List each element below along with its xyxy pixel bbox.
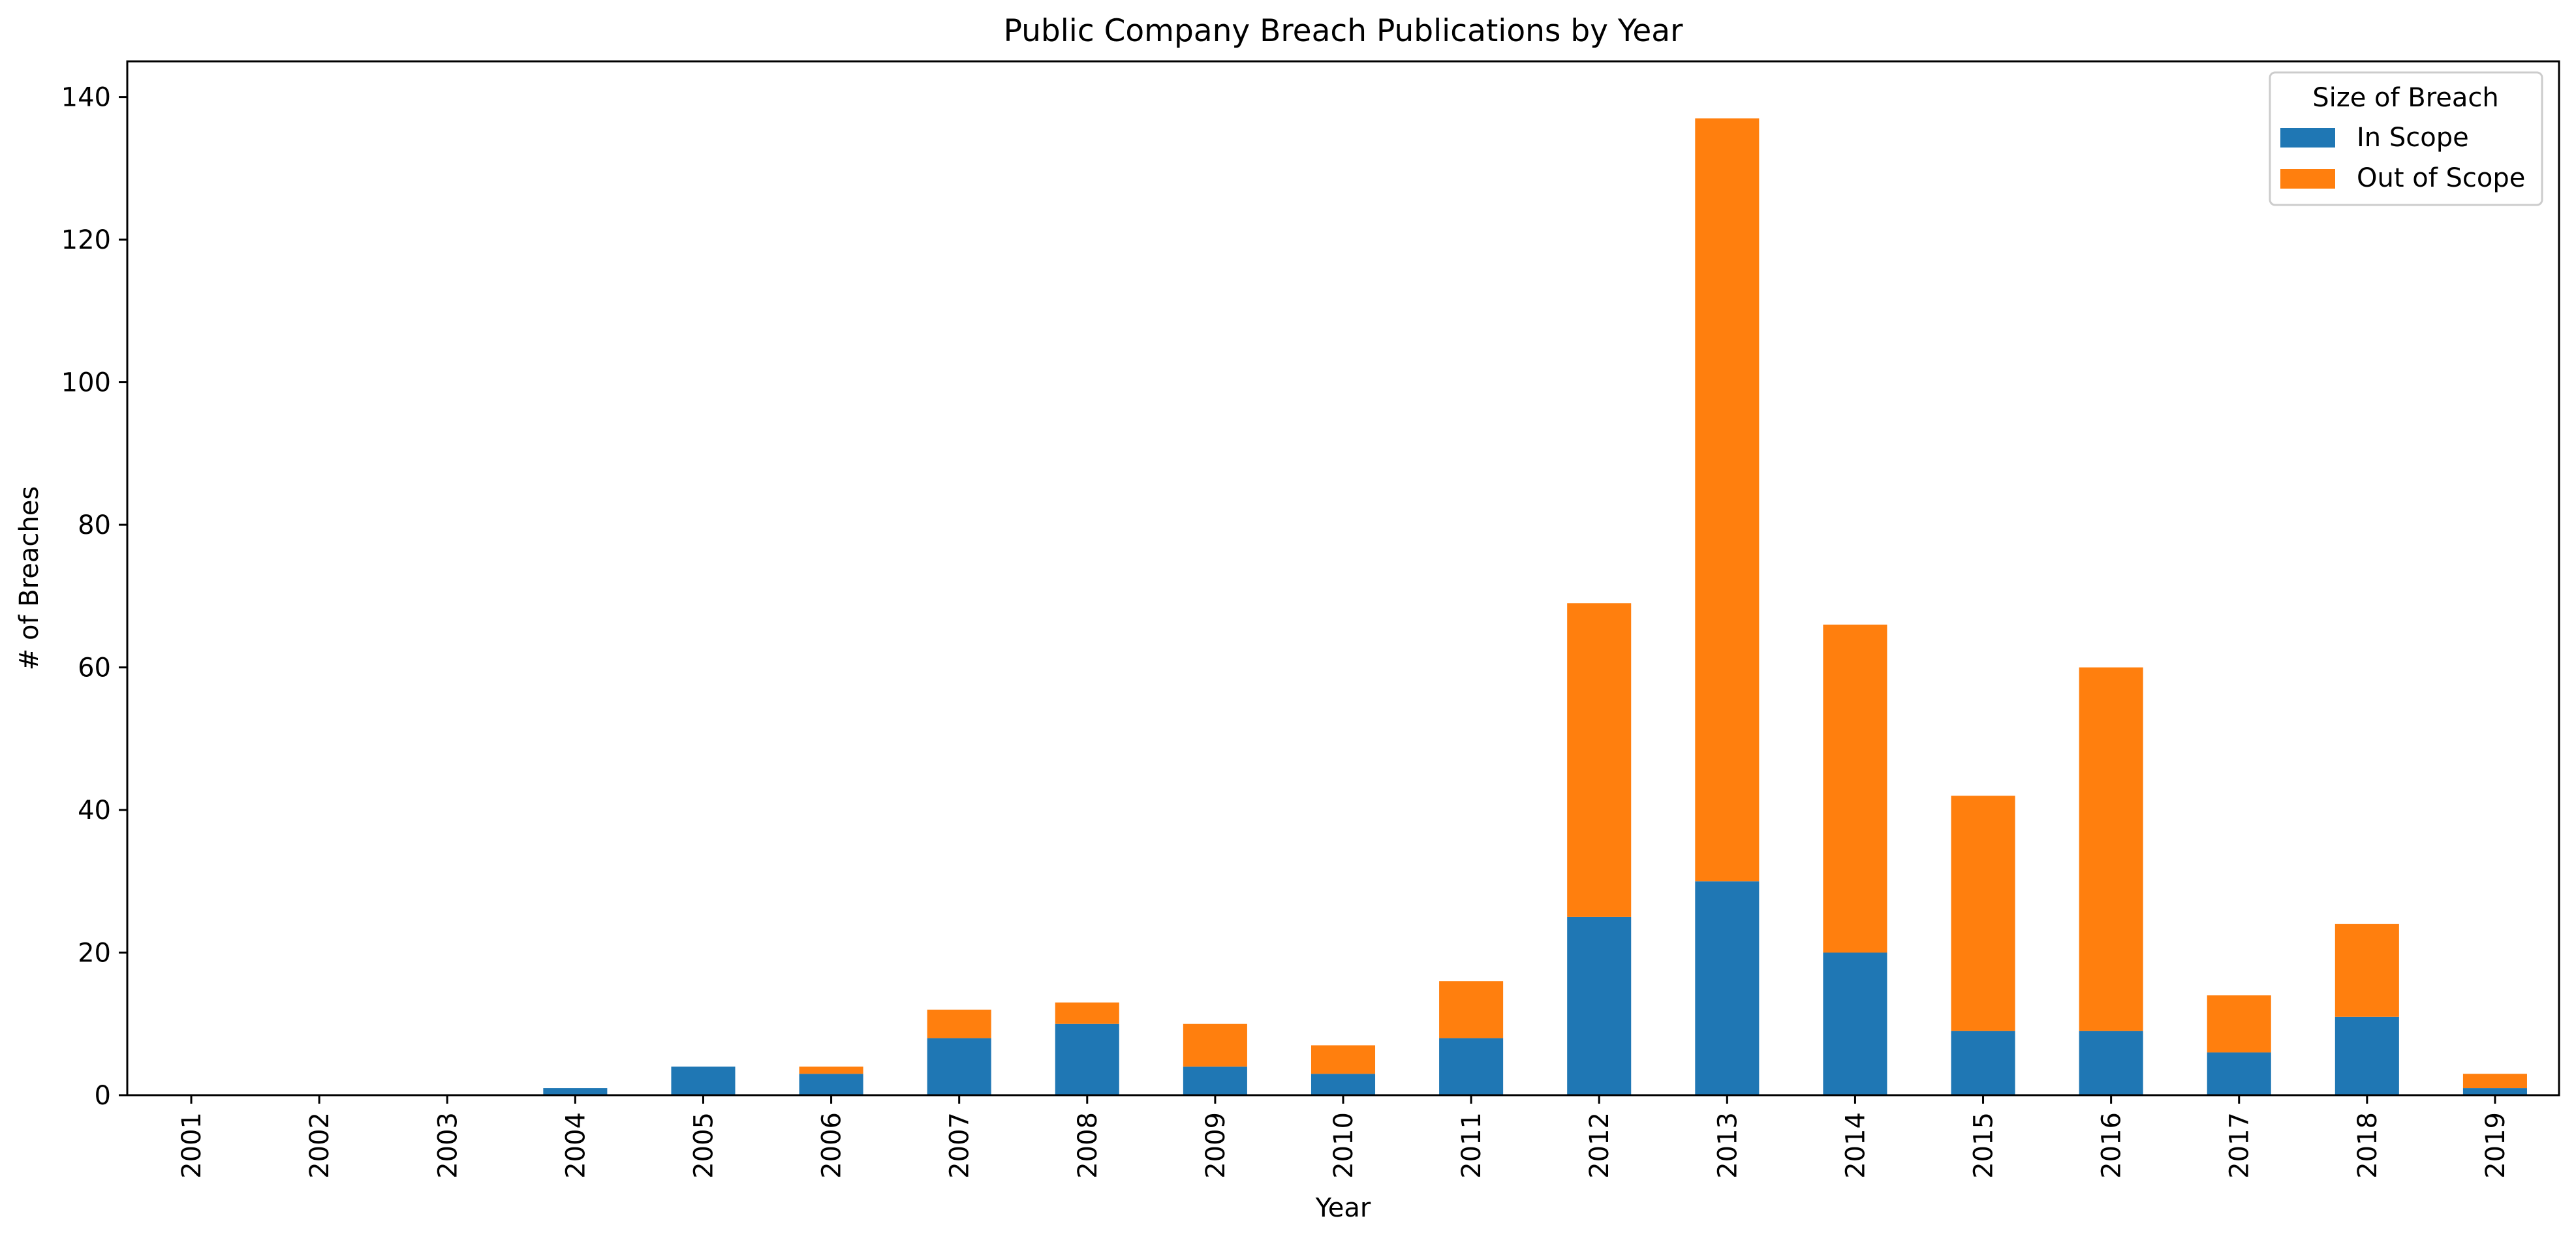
bar-in-scope-2013 <box>1695 881 1760 1095</box>
x-axis: 2001 2002 2003 2004 2005 2006 2007 2008 2009 2010… <box>177 1095 2511 1179</box>
bars <box>543 118 2527 1095</box>
bar-out-of-scope-2016 <box>2079 667 2143 1031</box>
legend-label-out-of-scope: Out of Scope <box>2357 163 2525 193</box>
y-tick-label: 40 <box>78 796 111 826</box>
x-tick-label: 2007 <box>945 1112 975 1179</box>
bar-out-of-scope-2018 <box>2335 924 2399 1017</box>
bar-in-scope-2005 <box>671 1066 736 1095</box>
x-tick-label: 2002 <box>305 1112 335 1179</box>
bar-in-scope-2017 <box>2207 1052 2271 1095</box>
bar-out-of-scope-2017 <box>2207 995 2271 1053</box>
legend-swatch-out-of-scope <box>2280 169 2335 189</box>
x-tick-label: 2003 <box>433 1112 463 1179</box>
x-tick-label: 2014 <box>1840 1112 1870 1179</box>
bar-out-of-scope-2013 <box>1695 118 1760 882</box>
x-tick-label: 2015 <box>1969 1112 1999 1179</box>
y-tick-label: 140 <box>61 83 111 113</box>
bar-out-of-scope-2011 <box>1439 981 1504 1038</box>
x-tick-label: 2016 <box>2097 1112 2127 1179</box>
bar-out-of-scope-2008 <box>1055 1002 1119 1024</box>
y-axis: 0 20 40 60 80 100 120 140 <box>61 83 127 1111</box>
chart-title: Public Company Breach Publications by Ye… <box>1004 13 1684 49</box>
legend: Size of Breach In Scope Out of Scope <box>2269 71 2543 206</box>
x-tick-label: 2006 <box>817 1112 847 1179</box>
x-tick-label: 2010 <box>1329 1112 1359 1179</box>
y-tick-label: 20 <box>78 939 111 969</box>
bar-in-scope-2015 <box>1951 1031 2015 1095</box>
x-tick-label: 2017 <box>2225 1112 2255 1179</box>
x-tick-label: 2001 <box>177 1112 207 1179</box>
x-axis-label: Year <box>1315 1193 1371 1223</box>
bar-out-of-scope-2014 <box>1823 625 1887 953</box>
y-tick-label: 0 <box>95 1081 111 1111</box>
bar-in-scope-2012 <box>1567 916 1632 1095</box>
bar-in-scope-2004 <box>543 1088 608 1095</box>
y-tick-label: 100 <box>61 368 111 398</box>
y-tick-label: 120 <box>61 225 111 255</box>
bar-in-scope-2018 <box>2335 1016 2399 1095</box>
plot-area-frame <box>126 60 2560 1096</box>
bar-out-of-scope-2006 <box>799 1066 863 1074</box>
x-tick-label: 2018 <box>2353 1112 2383 1179</box>
legend-swatch-in-scope <box>2280 128 2335 148</box>
bar-in-scope-2016 <box>2079 1031 2143 1095</box>
bar-in-scope-2019 <box>2462 1088 2527 1095</box>
bar-in-scope-2008 <box>1055 1023 1119 1095</box>
bar-out-of-scope-2010 <box>1311 1045 1376 1074</box>
x-tick-label: 2019 <box>2481 1112 2511 1179</box>
x-tick-label: 2008 <box>1073 1112 1103 1179</box>
y-tick-label: 80 <box>78 510 111 540</box>
bar-in-scope-2014 <box>1823 952 1887 1095</box>
bar-out-of-scope-2009 <box>1183 1023 1247 1067</box>
bar-in-scope-2009 <box>1183 1066 1247 1095</box>
legend-frame <box>2269 71 2543 206</box>
bar-out-of-scope-2012 <box>1567 603 1632 917</box>
x-tick-label: 2013 <box>1713 1112 1743 1179</box>
y-axis-label: # of Breaches <box>14 486 44 670</box>
bar-in-scope-2007 <box>927 1038 991 1095</box>
x-tick-label: 2005 <box>689 1112 719 1179</box>
bar-in-scope-2006 <box>799 1074 863 1095</box>
x-tick-label: 2012 <box>1585 1112 1615 1179</box>
x-tick-label: 2004 <box>561 1112 591 1179</box>
bar-out-of-scope-2007 <box>927 1009 991 1038</box>
bar-in-scope-2010 <box>1311 1074 1376 1095</box>
bar-out-of-scope-2019 <box>2462 1074 2527 1089</box>
x-tick-label: 2009 <box>1201 1112 1231 1179</box>
bar-in-scope-2011 <box>1439 1038 1504 1095</box>
x-tick-label: 2011 <box>1457 1112 1487 1179</box>
y-tick-label: 60 <box>78 653 111 683</box>
legend-title: Size of Breach <box>2312 83 2499 113</box>
bar-out-of-scope-2015 <box>1951 796 2015 1031</box>
legend-label-in-scope: In Scope <box>2357 123 2469 153</box>
